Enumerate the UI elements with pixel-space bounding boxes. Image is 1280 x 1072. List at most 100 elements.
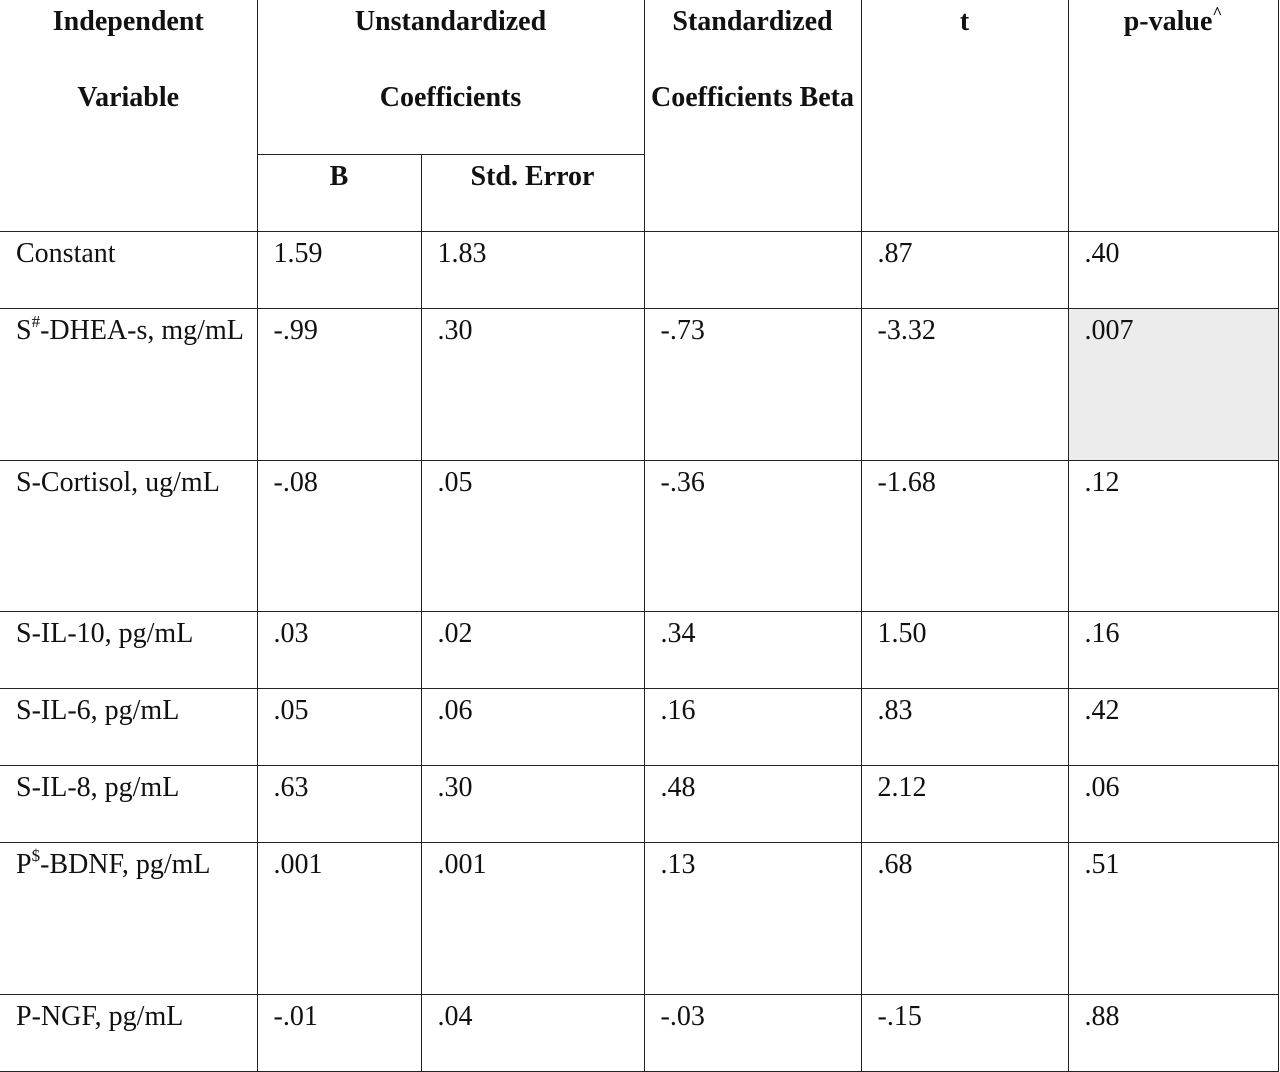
superscript: $ <box>31 845 41 865</box>
value-cell: .001 <box>420 841 645 995</box>
value-text: .34 <box>660 617 696 649</box>
value-text: .30 <box>437 314 473 346</box>
value-cell: -.01 <box>256 993 422 1072</box>
value-cell: .42 <box>1067 687 1279 766</box>
value-text: .63 <box>273 771 309 803</box>
value-text: .05 <box>273 694 309 726</box>
variable-text: S-IL-10, pg/mL <box>16 617 194 649</box>
value-text: .88 <box>1084 1000 1120 1032</box>
value-text: .05 <box>437 466 473 498</box>
header-text: B <box>329 160 349 192</box>
variable-cell: S-IL-10, pg/mL <box>0 610 258 689</box>
header-cell: Standardized Coefficients Beta <box>643 0 862 232</box>
value-cell: .04 <box>420 993 645 1072</box>
value-cell: -.03 <box>643 993 862 1072</box>
value-cell: .03 <box>256 610 422 689</box>
data-row: P$-BDNF, pg/mL .001 .001 .13 .68 .51 <box>0 841 1279 995</box>
data-row: S#-DHEA-s, mg/mL -.99 .30 -.73 -3.32 .007 <box>0 307 1279 461</box>
variable-cell: S#-DHEA-s, mg/mL <box>0 307 258 461</box>
superscript: # <box>31 311 41 331</box>
variable-text: S <box>16 314 32 346</box>
value-text: 2.12 <box>877 771 927 803</box>
value-cell: .30 <box>420 764 645 843</box>
value-cell <box>643 230 862 309</box>
variable-text: P <box>16 848 32 880</box>
value-text: .87 <box>877 237 913 269</box>
header-cell: Independent Variable <box>0 0 258 232</box>
value-text: .03 <box>273 617 309 649</box>
value-cell: .12 <box>1067 459 1279 612</box>
value-text: -.99 <box>273 314 318 346</box>
value-cell: 2.12 <box>860 764 1069 843</box>
variable-text: Constant <box>16 237 116 269</box>
header-row: Independent Variable Unstandardized Coef… <box>0 0 1279 232</box>
value-text: 1.59 <box>273 237 323 269</box>
data-row: S-IL-6, pg/mL .05 .06 .16 .83 .42 <box>0 687 1279 766</box>
header-cell: Unstandardized Coefficients <box>256 0 645 155</box>
value-text: -.15 <box>877 1000 922 1032</box>
data-row: S-IL-10, pg/mL .03 .02 .34 1.50 .16 <box>0 610 1279 689</box>
value-cell: -3.32 <box>860 307 1069 461</box>
variable-text: -DHEA-s, mg/mL <box>40 314 244 346</box>
value-text: -.73 <box>660 314 705 346</box>
variable-cell: S-Cortisol, ug/mL <box>0 459 258 612</box>
value-cell: -.36 <box>643 459 862 612</box>
value-text: .16 <box>660 694 696 726</box>
header-text: t <box>959 6 970 37</box>
superscript: ^ <box>1212 3 1223 22</box>
value-cell: 1.83 <box>420 230 645 309</box>
value-cell: .51 <box>1067 841 1279 995</box>
value-text: -.36 <box>660 466 705 498</box>
variable-cell: Constant <box>0 230 258 309</box>
data-row: Constant 1.59 1.83 .87 .40 <box>0 230 1279 309</box>
variable-text: -BDNF, pg/mL <box>40 848 211 880</box>
header-text: Standardized Coefficients Beta <box>651 6 854 113</box>
data-row: S-Cortisol, ug/mL -.08 .05 -.36 -1.68 .12 <box>0 459 1279 612</box>
value-text: .001 <box>273 848 323 880</box>
value-text: .02 <box>437 617 473 649</box>
value-cell: .02 <box>420 610 645 689</box>
value-cell: 1.50 <box>860 610 1069 689</box>
value-cell: .34 <box>643 610 862 689</box>
value-text: .13 <box>660 848 696 880</box>
value-text: -.01 <box>273 1000 318 1032</box>
value-cell: .68 <box>860 841 1069 995</box>
value-text: .007 <box>1084 314 1134 346</box>
header-cell: p-value^ <box>1067 0 1279 232</box>
value-text: 1.83 <box>437 237 487 269</box>
header-cell: Std. Error <box>420 153 645 232</box>
value-text: .42 <box>1084 694 1120 726</box>
value-text: -3.32 <box>877 314 936 346</box>
variable-text: P-NGF, pg/mL <box>16 1000 184 1032</box>
value-cell: -1.68 <box>860 459 1069 612</box>
value-cell: .05 <box>256 687 422 766</box>
header-cell: B <box>257 153 422 232</box>
value-text: -.03 <box>660 1000 705 1032</box>
value-cell: .13 <box>643 841 862 995</box>
value-cell: .05 <box>420 459 645 612</box>
value-cell: -.08 <box>256 459 422 612</box>
value-cell: -.99 <box>256 307 422 461</box>
value-cell: .30 <box>420 307 645 461</box>
header-cell: t <box>860 0 1069 232</box>
value-cell: .007 <box>1067 307 1279 461</box>
value-text: -.08 <box>273 466 318 498</box>
header-text: p-value <box>1123 6 1213 37</box>
value-text: .06 <box>437 694 473 726</box>
variable-text: S#-DHEA-s, mg/mL <box>0 309 256 369</box>
variable-text: P$-BDNF, pg/mL <box>0 843 256 903</box>
variable-text: S-IL-6, pg/mL <box>16 694 180 726</box>
variable-cell: P$-BDNF, pg/mL <box>0 841 258 995</box>
value-text: .48 <box>660 771 696 803</box>
value-cell: .48 <box>643 764 862 843</box>
value-text: .16 <box>1084 617 1120 649</box>
value-text: .12 <box>1084 466 1120 498</box>
data-row: P-NGF, pg/mL -.01 .04 -.03 -.15 .88 <box>0 993 1279 1072</box>
value-cell: 1.59 <box>256 230 422 309</box>
header-text: Independent Variable <box>52 6 204 113</box>
variable-text: S-IL-8, pg/mL <box>16 771 180 803</box>
value-text: .06 <box>1084 771 1120 803</box>
value-text: .68 <box>877 848 913 880</box>
